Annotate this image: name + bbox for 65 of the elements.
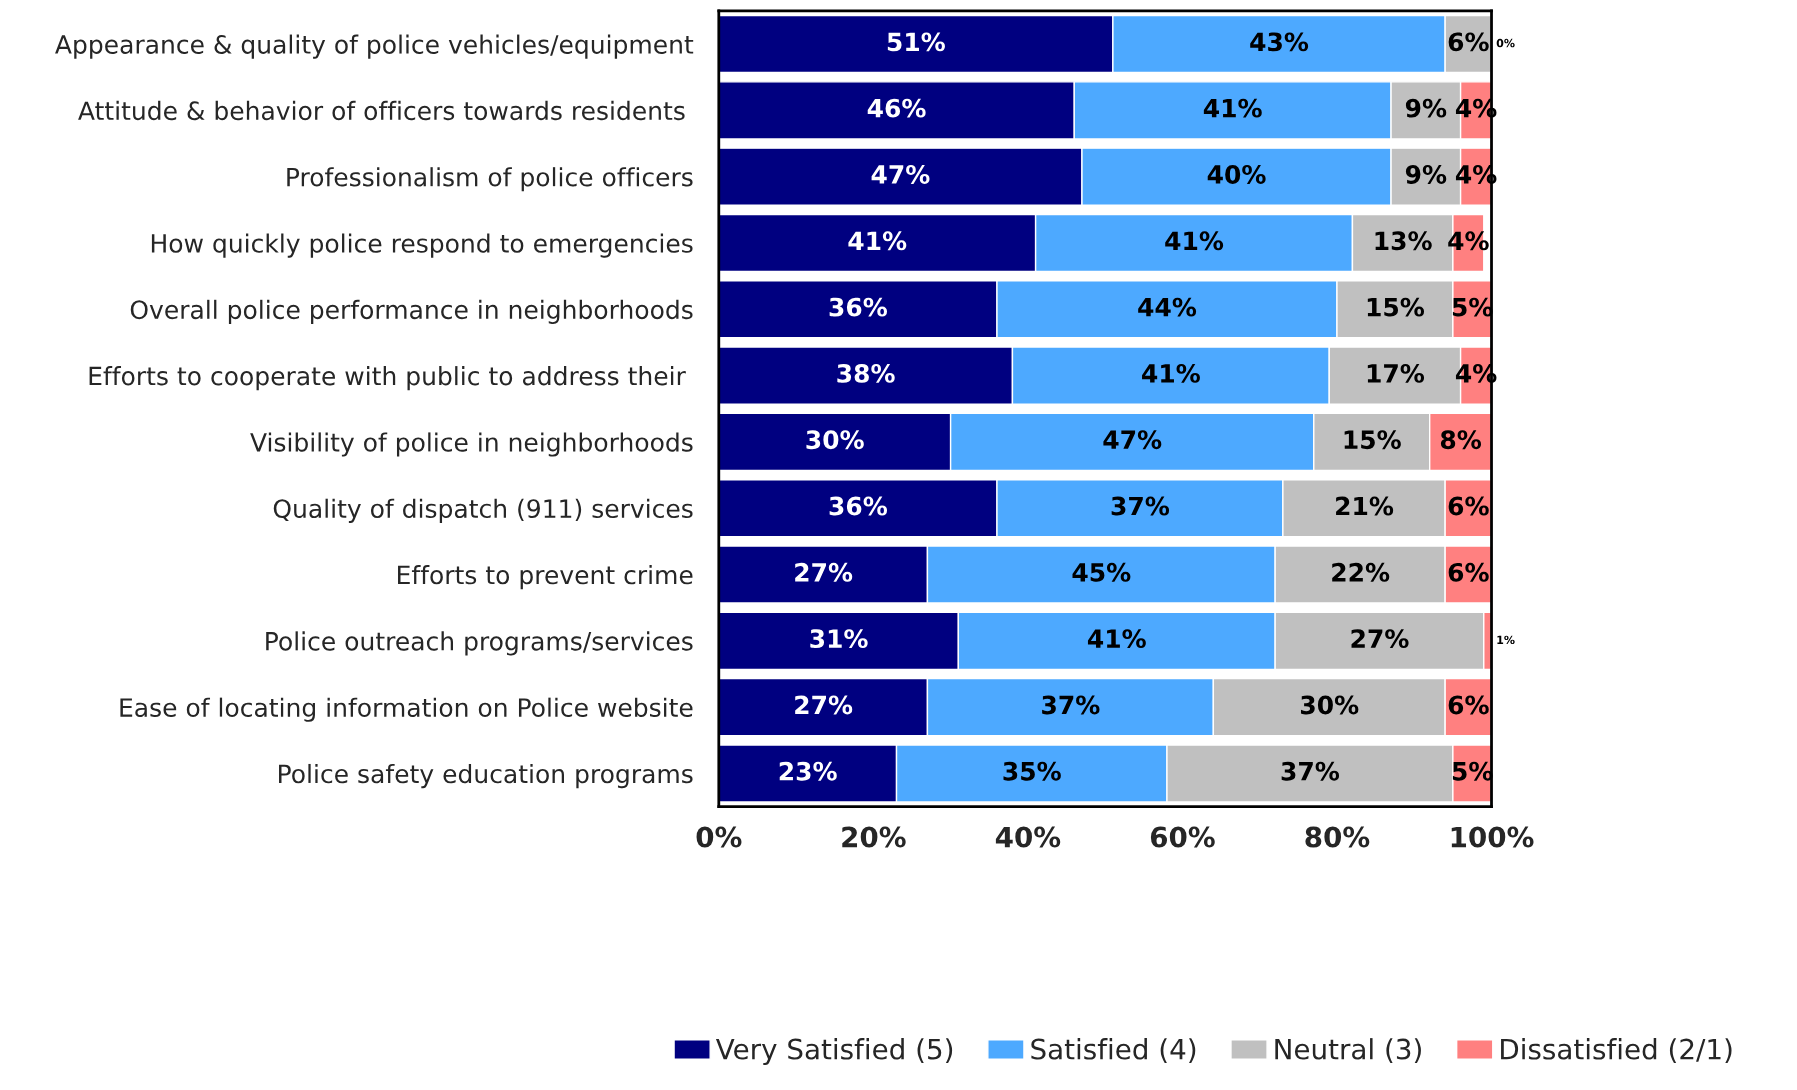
- y-tick-label: Ease of locating information on Police website: [120, 697, 693, 722]
- y-tick-label: Attitude & behavior of officers towards residents: [78, 100, 685, 121]
- data-label: 21%: [1336, 496, 1394, 516]
- data-label: 41%: [1203, 98, 1262, 118]
- x-tick-label: 20%: [842, 826, 906, 848]
- data-label: 22%: [1332, 562, 1390, 582]
- y-tick-label: Professionalism of police officers: [287, 167, 693, 192]
- y-tick-label: Visibility of police in neighborhoods: [250, 432, 693, 457]
- legend-label: Satisfied (4): [1031, 1038, 1196, 1063]
- y-tick-label: Police outreach programs/services: [266, 631, 693, 656]
- data-label: 41%: [1165, 231, 1224, 251]
- x-tick-label: 100%: [1451, 826, 1534, 848]
- data-label: 23%: [779, 761, 837, 781]
- legend-label: Neutral (3): [1275, 1038, 1421, 1063]
- data-label: 51%: [887, 32, 945, 52]
- data-label: 6%: [1448, 32, 1489, 52]
- legend-label: Dissatisfied (2/1): [1501, 1038, 1732, 1063]
- x-tick-label: 40%: [995, 826, 1061, 848]
- y-tick-label: Efforts to cooperate with public to address their: [89, 366, 686, 391]
- data-label: 6%: [1448, 496, 1489, 516]
- data-label: 6%: [1448, 562, 1489, 582]
- data-label: 46%: [867, 98, 926, 118]
- y-tick-label: Overall police performance in neighborhoods: [130, 299, 693, 324]
- data-label: 43%: [1250, 32, 1309, 52]
- data-label: 30%: [806, 430, 864, 450]
- data-label: 27%: [795, 695, 853, 715]
- data-label: 45%: [1072, 562, 1131, 582]
- data-label: 6%: [1448, 695, 1489, 715]
- data-label: 38%: [837, 363, 895, 383]
- data-label: 4%: [1448, 231, 1489, 251]
- data-label: 41%: [1087, 629, 1146, 649]
- data-label: 9%: [1405, 165, 1447, 184]
- data-label: 13%: [1375, 231, 1432, 251]
- data-label: 37%: [1111, 496, 1170, 516]
- y-tick-label: Efforts to prevent crime: [398, 565, 693, 590]
- data-label: 41%: [1142, 363, 1200, 383]
- data-label: 15%: [1367, 297, 1425, 317]
- y-tick-label: How quickly police respond to emergencies: [151, 233, 693, 258]
- data-label: 35%: [1003, 761, 1061, 781]
- data-label: 30%: [1300, 695, 1359, 715]
- data-label: 27%: [1351, 629, 1409, 649]
- y-tick-label: Appearance & quality of police vehicles/equipment: [55, 34, 694, 59]
- data-label: 36%: [829, 297, 888, 317]
- y-tick-label: Quality of dispatch (911) services: [273, 498, 693, 523]
- data-label: 37%: [1281, 761, 1340, 781]
- data-label: 31%: [810, 629, 868, 649]
- data-label: 36%: [829, 496, 888, 516]
- data-label: 9%: [1405, 98, 1447, 118]
- data-label: 47%: [1103, 430, 1162, 450]
- y-tick-label: Police safety education programs: [279, 763, 693, 789]
- data-label: 0%: [1496, 38, 1515, 48]
- data-label: 47%: [871, 165, 930, 184]
- data-label: 15%: [1344, 430, 1401, 450]
- data-label: 17%: [1367, 363, 1425, 383]
- data-label: 1%: [1497, 635, 1515, 645]
- x-tick-label: 60%: [1150, 826, 1215, 848]
- legend-label: Very Satisfied (5): [715, 1038, 953, 1065]
- data-label: 27%: [795, 562, 853, 582]
- data-label: 41%: [848, 231, 907, 251]
- data-label: 37%: [1042, 695, 1100, 715]
- data-label: 44%: [1138, 297, 1197, 317]
- data-label: 8%: [1440, 430, 1482, 450]
- x-tick-label: 80%: [1305, 826, 1370, 848]
- data-label: 40%: [1207, 165, 1266, 184]
- x-tick-label: 0%: [696, 826, 742, 848]
